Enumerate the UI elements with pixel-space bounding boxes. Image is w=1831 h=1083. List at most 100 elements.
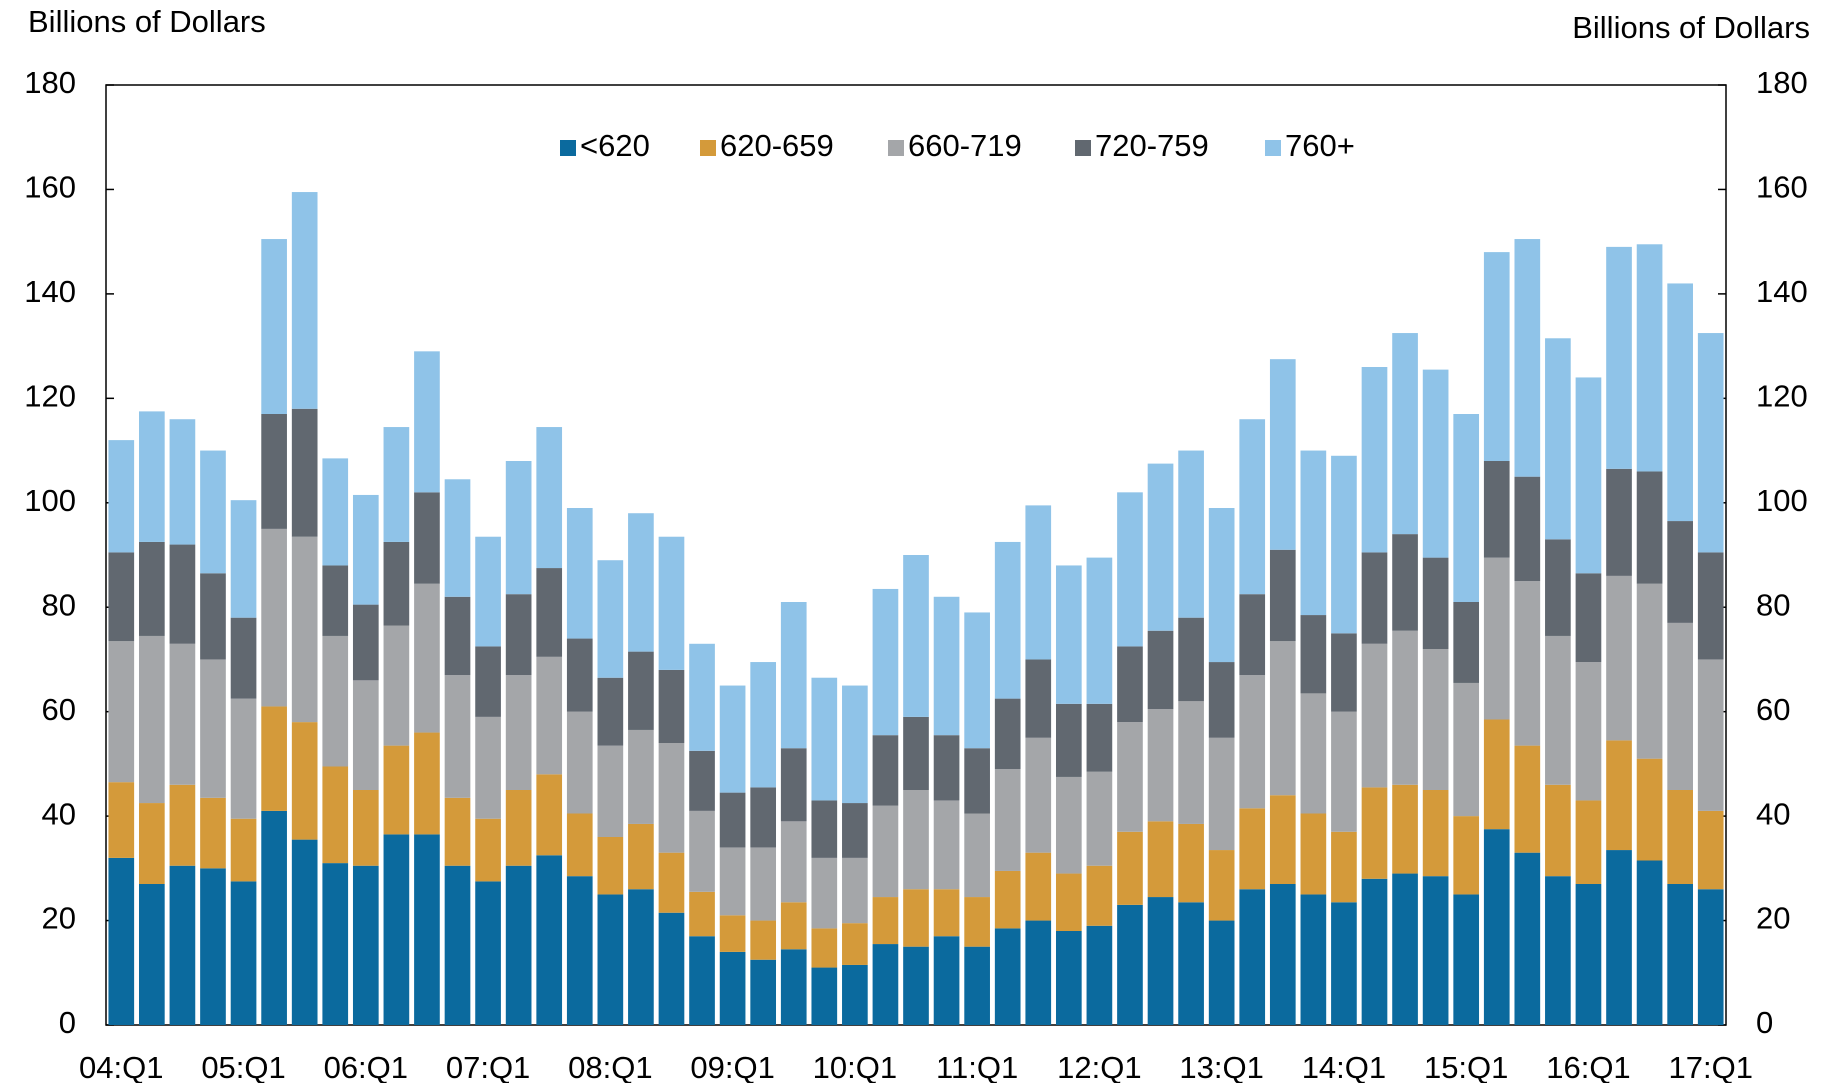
bar-segment — [352, 790, 379, 866]
bar-segment — [1636, 860, 1663, 1025]
bar-segment — [719, 685, 746, 793]
bar-segment — [1300, 813, 1327, 895]
bar-segment — [1667, 521, 1693, 623]
bar-segment — [1300, 615, 1327, 694]
y-tick-label: 120 — [24, 379, 76, 414]
bar-segment — [1667, 283, 1693, 522]
y2-tick-label: 180 — [1756, 65, 1808, 100]
bar-segment — [1361, 878, 1388, 1025]
bar-segment — [628, 729, 654, 824]
bar-segment — [1269, 884, 1296, 1025]
bar-segment — [1606, 468, 1632, 576]
bar-segment — [842, 685, 868, 804]
bar-segment — [444, 596, 471, 676]
bar-segment — [842, 803, 868, 858]
bar-segment — [964, 612, 990, 749]
bar-segment — [1147, 897, 1174, 1025]
bar-segment — [1392, 630, 1418, 785]
bar-segment — [352, 865, 379, 1025]
bar-segment — [1422, 790, 1449, 877]
x-tick-label: 13:Q1 — [1179, 1050, 1263, 1083]
bar-segment — [475, 646, 501, 717]
y2-tick-label: 60 — [1756, 692, 1790, 727]
bar-segment — [750, 662, 777, 788]
bar-segment — [658, 912, 685, 1025]
bar-segment — [1514, 852, 1541, 1025]
bar-segment — [414, 834, 440, 1025]
bar-segment — [1545, 539, 1571, 636]
bar-segment — [352, 680, 379, 790]
bar-segment — [383, 541, 410, 626]
bar-segment — [414, 732, 440, 835]
bar-segment — [597, 837, 624, 895]
bar-segment — [139, 541, 165, 636]
bar-segment — [1178, 701, 1204, 824]
bar-segment — [1575, 884, 1602, 1025]
bar-segment — [1208, 737, 1235, 851]
y-tick-label: 100 — [24, 483, 76, 518]
bar-segment — [566, 508, 593, 639]
bar-segment — [1575, 662, 1602, 801]
y-tick-label: 20 — [42, 901, 76, 936]
bar-segment — [505, 461, 532, 595]
bar-segment — [200, 868, 226, 1025]
bar-segment — [1086, 703, 1113, 772]
bar-segment — [230, 500, 257, 618]
bar-segment — [230, 698, 257, 819]
bar-segment — [1392, 534, 1418, 631]
bar-segment — [383, 745, 410, 835]
x-tick-label: 15:Q1 — [1424, 1050, 1508, 1083]
bar-segment — [444, 797, 471, 866]
x-tick-label: 05:Q1 — [201, 1050, 285, 1083]
bar-segment — [689, 750, 715, 811]
bar-segment — [1331, 711, 1357, 832]
y2-tick-label: 40 — [1756, 796, 1790, 831]
bar-segment — [475, 716, 501, 819]
bar-segment — [1545, 635, 1571, 785]
bar-segment — [444, 479, 471, 597]
bar-segment — [780, 949, 807, 1025]
bar-segment — [291, 192, 318, 409]
bar-segment — [1147, 630, 1174, 710]
bar-segment — [169, 865, 196, 1025]
bar-segment — [903, 555, 929, 717]
bar-segment — [1453, 682, 1480, 817]
y2-axis-title: Billions of Dollars — [1572, 10, 1810, 45]
bar-segment — [1269, 549, 1296, 642]
bar-segment — [536, 855, 563, 1025]
bar-segment — [1453, 894, 1480, 1025]
bar-segment — [658, 852, 685, 913]
bar-segment — [1269, 795, 1296, 884]
y-tick-label: 60 — [42, 692, 76, 727]
bar-segment — [1636, 471, 1663, 584]
bar-segment — [200, 659, 226, 798]
bar-segment — [352, 604, 379, 681]
bar-segment — [1055, 776, 1082, 874]
legend-swatch — [1265, 140, 1281, 156]
bar-segment — [1331, 455, 1357, 634]
bar-segment — [1178, 617, 1204, 702]
bar-segment — [903, 716, 929, 790]
bar-segment — [750, 787, 777, 848]
bar-segment — [108, 552, 135, 642]
bar-segment — [1606, 575, 1632, 741]
bar-segment — [139, 635, 165, 804]
bar-segment — [903, 946, 929, 1025]
y2-tick-label: 20 — [1756, 901, 1790, 936]
bar-segment — [1208, 662, 1235, 738]
bar-segment — [1178, 902, 1204, 1025]
bar-segment — [1086, 865, 1113, 926]
y-tick-label: 0 — [59, 1005, 76, 1040]
bar-segment — [689, 810, 715, 892]
bar-segment — [1697, 659, 1724, 811]
bar-segment — [444, 675, 471, 798]
bar-segment — [964, 946, 990, 1025]
legend-swatch — [560, 140, 576, 156]
bar-segment — [169, 544, 196, 644]
y2-tick-label: 120 — [1756, 379, 1808, 414]
bar-segment — [1422, 557, 1449, 649]
bar-segment — [811, 800, 838, 858]
bar-segment — [1055, 703, 1082, 777]
bar-segment — [1025, 852, 1052, 921]
